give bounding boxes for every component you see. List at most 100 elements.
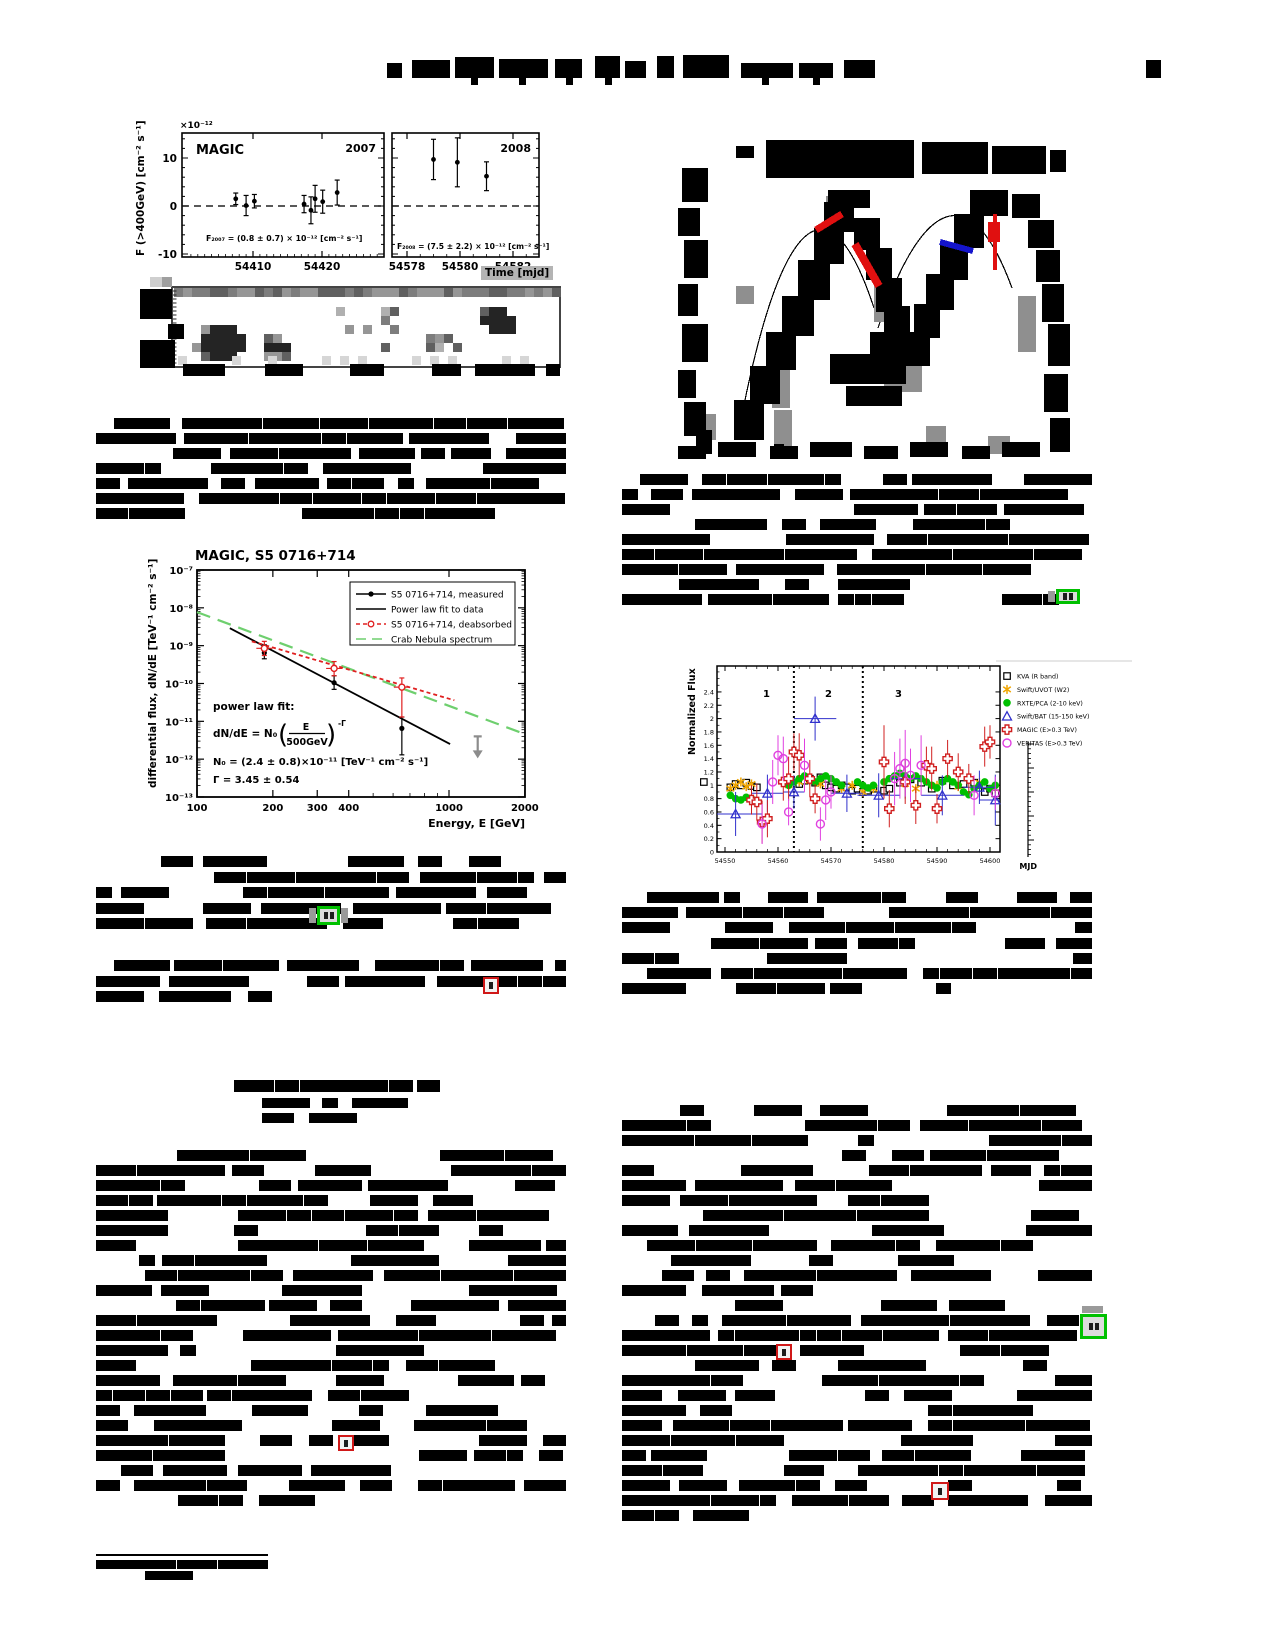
redaction-bar [736,983,776,995]
svg-text:KVA (R band): KVA (R band) [1017,674,1058,681]
redaction-bar [622,549,654,560]
redaction-bar [304,1195,329,1206]
redaction-bar [220,478,245,489]
redaction-bar [701,474,726,485]
redaction-bar [161,1330,193,1341]
redaction-bar [799,1330,816,1341]
citation-glyph [1088,1323,1093,1330]
svg-text:54570: 54570 [821,857,842,865]
redaction-bar [936,1240,1001,1251]
redaction-bar [1056,937,1092,949]
redaction-bar [417,856,442,867]
redaction-bar [359,448,416,459]
redaction-bar [1009,534,1090,545]
redaction-bar [161,856,193,867]
redaction-bar [982,564,1031,575]
redaction-bar [1037,1465,1086,1476]
redaction-bar [114,418,170,429]
redaction-bar [777,983,825,995]
svg-text:10⁻¹³: 10⁻¹³ [165,793,193,804]
redaction-bar [374,960,439,971]
citation-link-box[interactable] [317,906,340,925]
figure-multiwavelength-lightcurve: Normalized Flux 0 0.2 0.4 0.6 0.8 1 1.2 1.4 1.6 1.… [687,660,1132,871]
redaction-bar [498,58,549,78]
redaction-bar [1044,1165,1061,1176]
figure-redacted-sed [678,140,1070,459]
redaction-bar [711,1375,743,1386]
citation-link-box[interactable] [1080,1314,1107,1339]
redaction-bar [324,887,389,898]
svg-text:10: 10 [162,153,177,165]
citation-link-box[interactable] [1056,589,1080,604]
redaction-bar [299,1080,388,1092]
redaction-bar [622,489,638,500]
redaction-bar [314,1165,371,1176]
redaction-bar [622,1120,686,1131]
svg-text:1: 1 [710,782,714,790]
redaction-bar [1044,1495,1092,1506]
svg-text:N₀ = (2.4 ± 0.8)×10⁻¹¹ [TeV⁻¹: N₀ = (2.4 ± 0.8)×10⁻¹¹ [TeV⁻¹ cm⁻² s⁻¹] [213,757,428,768]
redaction-bar [915,1450,972,1461]
redaction-bar [788,1450,837,1461]
svg-text:2.4: 2.4 [704,688,714,696]
citation-link-box[interactable] [483,977,499,994]
redaction-bar [96,1225,168,1236]
redaction-bar [171,1390,203,1401]
redaction-bar [656,55,674,78]
redaction-bar [468,856,501,867]
redaction-bar [924,504,957,515]
citation-link-box[interactable] [776,1344,792,1360]
redaction-bar [935,983,951,995]
redaction-bar [679,1195,728,1206]
svg-text:Normalized Flux: Normalized Flux [687,668,698,755]
redaction-bar [911,474,992,485]
redaction-bar [237,1375,286,1386]
redaction-bar [743,1270,816,1281]
redaction-bar [881,1195,930,1206]
redaction-bar [622,1510,654,1521]
redaction-bar [322,433,347,444]
redaction-bar [948,1330,989,1341]
redaction-bar [799,62,833,78]
redaction-bar [296,871,377,883]
citation-link-box[interactable] [931,1482,949,1500]
redaction-bar [134,1405,207,1416]
redaction-bar [439,1150,504,1161]
redaction-bar [542,975,566,987]
redaction-bar [695,1360,760,1371]
redaction-bar [781,519,806,530]
redaction-bar [274,1080,299,1092]
redaction-bar [96,902,144,914]
redaction-bar [622,1330,710,1341]
redaction-bar [819,519,876,530]
citation-link-box[interactable] [338,1435,354,1451]
redaction-bar [347,433,404,444]
redaction-bar [242,887,267,898]
redaction-bar [247,918,328,929]
svg-text:300: 300 [307,803,328,814]
redaction-bar [968,1120,1041,1131]
redaction-bar [514,1180,555,1191]
redaction-bar [96,1285,152,1296]
redaction-bar [551,1315,566,1326]
redaction-bar [160,1285,209,1296]
redaction-bar [418,1330,491,1341]
axis-label-time-mjd: Time [mjd] [481,266,554,280]
redaction-bar [878,1375,959,1386]
redaction-bar [352,1098,409,1108]
redaction-bar [760,937,808,949]
redaction-bar [622,1390,662,1401]
redaction-bar [678,1480,727,1491]
redaction-bar [892,1150,925,1161]
redaction-bar [169,1435,225,1446]
redaction-bar [298,1180,363,1191]
redaction-bar [695,519,767,530]
redaction-bar [267,887,324,898]
redaction-bar [531,1165,566,1176]
redaction-bar [948,1300,1005,1311]
redaction-bar [821,1375,878,1386]
redaction-bar [938,489,979,500]
redaction-bar [704,549,784,560]
redaction-bar [768,892,809,903]
